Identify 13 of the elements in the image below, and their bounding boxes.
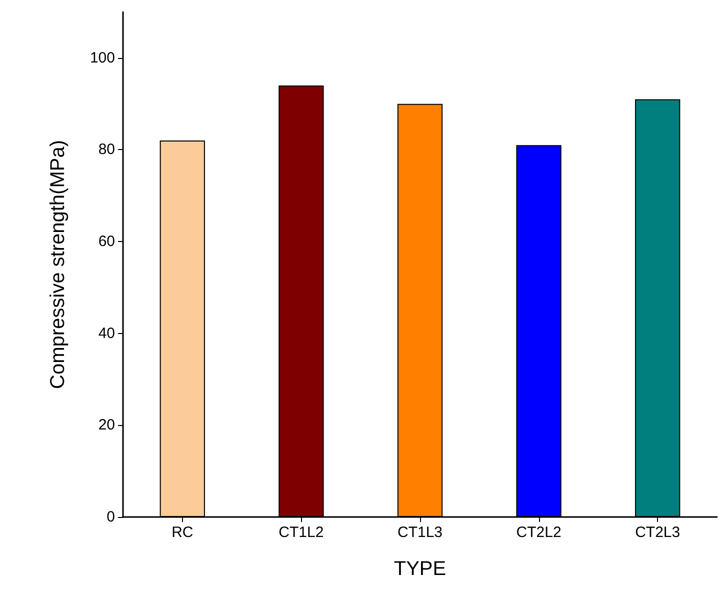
- x-tick-label: CT2L3: [635, 524, 680, 541]
- x-tick-label: CT1L2: [278, 524, 324, 541]
- x-axis-title: TYPE: [394, 558, 446, 580]
- y-tick-label: 0: [106, 508, 115, 526]
- x-tick-label: RC: [172, 524, 194, 541]
- y-tick-label: 20: [98, 416, 115, 434]
- y-tick-label: 100: [90, 49, 115, 66]
- x-tick-label: CT2L2: [516, 524, 562, 541]
- y-tick-label: 60: [98, 233, 115, 250]
- y-tick-label: 80: [98, 141, 115, 158]
- y-axis-title: Compressive strength(MPa): [47, 140, 69, 389]
- x-tick-label: CT1L3: [397, 524, 443, 541]
- y-tick-label: 40: [98, 324, 115, 342]
